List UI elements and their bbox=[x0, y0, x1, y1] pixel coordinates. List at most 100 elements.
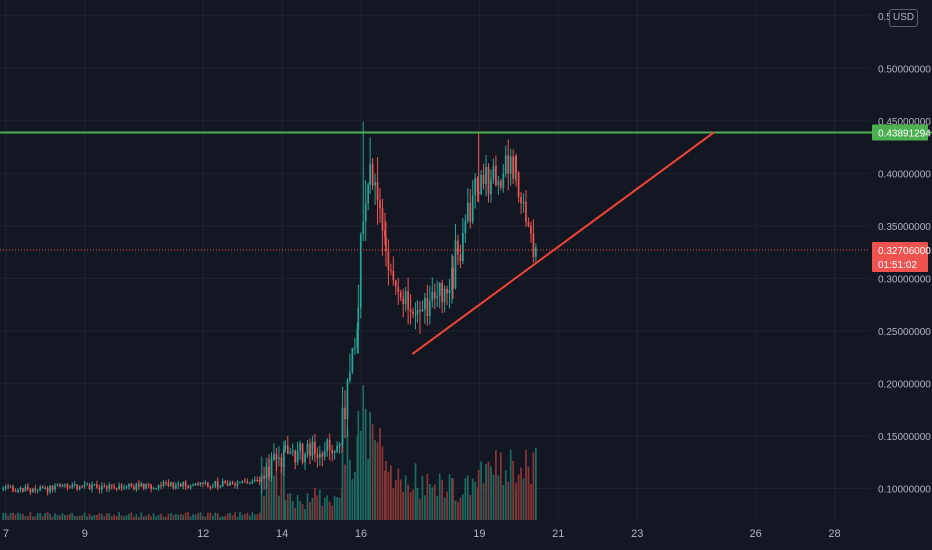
volume-bar bbox=[244, 514, 246, 520]
candle-body bbox=[118, 485, 120, 489]
candle-body bbox=[356, 329, 359, 348]
volume-bar bbox=[9, 512, 12, 520]
volume-bar bbox=[177, 514, 180, 520]
price-labels: 0.43891294 0.32706000 01:51:02 bbox=[872, 124, 931, 272]
candle-body bbox=[507, 155, 510, 174]
volume-bar bbox=[504, 470, 507, 520]
volume-bar bbox=[402, 491, 405, 520]
volume-bar bbox=[241, 514, 244, 520]
volume-bar bbox=[179, 513, 182, 520]
candle-body bbox=[260, 475, 263, 482]
candle-body bbox=[115, 487, 118, 489]
x-tick-label: 7 bbox=[3, 528, 9, 540]
candle-body bbox=[412, 311, 414, 315]
volume-bar bbox=[248, 515, 251, 520]
candle-body bbox=[286, 445, 289, 454]
volume-bar bbox=[120, 515, 123, 520]
volume-bar bbox=[41, 515, 44, 520]
volume-bar bbox=[110, 516, 113, 520]
volume-bar bbox=[520, 467, 522, 520]
price-axis[interactable]: 0.5 0.50000000 0.45000000 0.40000000 0.35000… bbox=[878, 12, 931, 496]
volume-bar bbox=[452, 478, 454, 520]
volume-bar bbox=[462, 494, 464, 520]
candle-body bbox=[452, 267, 454, 289]
volume-bar bbox=[46, 512, 49, 520]
candle-body bbox=[194, 483, 197, 486]
candle-body bbox=[351, 348, 354, 373]
candle-body bbox=[296, 450, 299, 463]
volume-bar bbox=[326, 495, 329, 520]
volume-bar bbox=[436, 495, 439, 520]
candle-body bbox=[81, 486, 83, 488]
candle-body bbox=[192, 485, 194, 487]
volume-bar bbox=[14, 514, 17, 520]
candle-body bbox=[187, 486, 190, 489]
volume-bar bbox=[209, 512, 212, 520]
candle-body bbox=[522, 201, 525, 204]
volume-bar bbox=[338, 497, 341, 520]
candle-body bbox=[71, 484, 74, 488]
volume-bar bbox=[207, 512, 209, 520]
volume-bar bbox=[54, 513, 56, 520]
candle-body bbox=[256, 479, 259, 481]
candle-body bbox=[306, 443, 309, 455]
candle-body bbox=[157, 485, 160, 489]
drawings-layer bbox=[0, 131, 932, 355]
candle-body bbox=[424, 298, 426, 310]
candle-body bbox=[421, 309, 424, 312]
volume-bar bbox=[385, 460, 387, 520]
volume-bar bbox=[530, 484, 532, 520]
volume-bar bbox=[263, 496, 265, 520]
candle-body bbox=[376, 182, 379, 201]
candle-body bbox=[214, 481, 217, 487]
candle-body bbox=[353, 347, 356, 349]
candle-body bbox=[451, 267, 453, 290]
volume-bar bbox=[438, 473, 441, 520]
volume-bar bbox=[466, 475, 469, 520]
candlestick-series bbox=[2, 121, 537, 496]
volume-bar bbox=[301, 504, 304, 520]
volume-bar bbox=[376, 442, 379, 520]
volume-bar bbox=[22, 514, 24, 520]
volume-bar bbox=[446, 491, 448, 520]
candle-body bbox=[2, 488, 5, 490]
volume-bar bbox=[379, 427, 381, 520]
candle-body bbox=[56, 484, 59, 486]
candle-body bbox=[495, 165, 497, 186]
volume-bar bbox=[147, 514, 150, 520]
volume-bar bbox=[421, 475, 424, 520]
volume-bar bbox=[282, 465, 285, 520]
volume-bar bbox=[318, 489, 321, 520]
candle-body bbox=[318, 453, 321, 458]
volume-bar bbox=[63, 514, 66, 520]
volume-bar bbox=[409, 491, 412, 520]
candle-body bbox=[265, 466, 268, 479]
candle-body bbox=[476, 178, 479, 192]
x-tick-label: 16 bbox=[355, 528, 367, 540]
volume-bar bbox=[374, 440, 376, 520]
volume-bar bbox=[331, 505, 334, 520]
volume-bar bbox=[66, 515, 69, 520]
volume-bar bbox=[202, 515, 204, 520]
candle-body bbox=[19, 488, 22, 490]
volume-bar bbox=[187, 512, 190, 520]
volume-bar bbox=[509, 449, 512, 520]
volume-bar bbox=[289, 493, 292, 520]
volume-bar bbox=[443, 497, 446, 520]
volume-bar bbox=[522, 478, 525, 520]
volume-bar bbox=[525, 449, 527, 520]
currency-badge[interactable]: USD bbox=[889, 9, 919, 27]
candle-body bbox=[236, 482, 239, 486]
candle-body bbox=[304, 454, 306, 463]
candle-body bbox=[162, 482, 165, 487]
candle-body bbox=[216, 481, 219, 488]
candle-body bbox=[462, 233, 464, 262]
y-tick-label: 0.5 bbox=[878, 12, 892, 23]
volume-bar bbox=[333, 495, 336, 520]
candle-body bbox=[379, 200, 381, 209]
volume-bar bbox=[93, 514, 96, 520]
candle-body bbox=[374, 182, 376, 186]
candle-body bbox=[27, 486, 29, 489]
time-axis[interactable]: 7 9 12 14 16 19 21 23 26 28 bbox=[3, 528, 841, 540]
